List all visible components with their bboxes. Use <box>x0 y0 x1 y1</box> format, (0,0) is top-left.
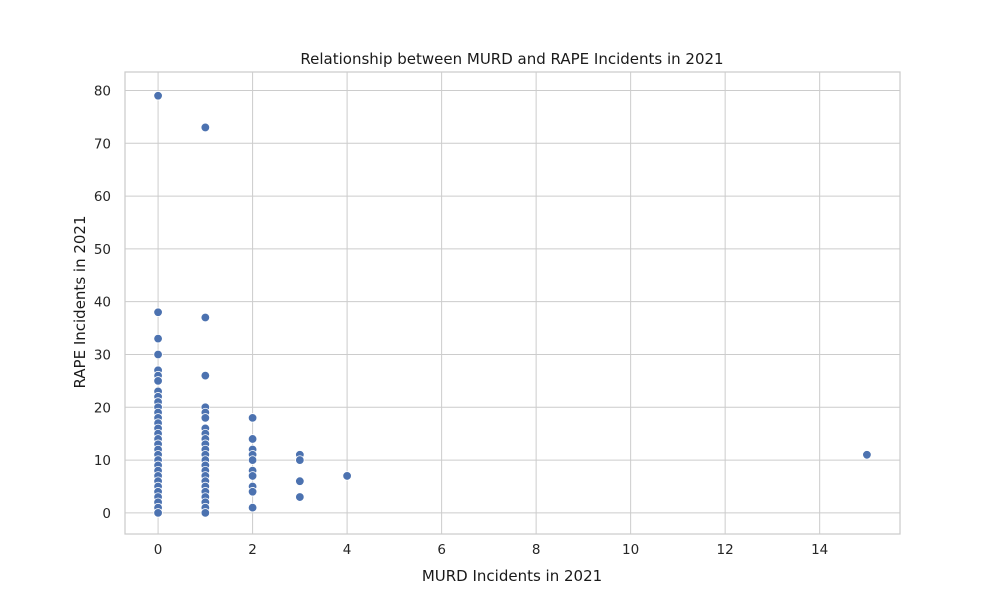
x-tick-label: 14 <box>811 542 828 558</box>
scatter-point <box>153 508 163 518</box>
scatter-point <box>295 476 305 486</box>
x-tick-label: 0 <box>154 542 163 558</box>
x-tick-label: 4 <box>343 542 352 558</box>
y-tick-label: 30 <box>94 347 111 363</box>
tick-labels: 0 2 4 6 8 10 12 14 0 10 20 30 40 50 60 70 80 <box>94 83 828 558</box>
x-tick-label: 6 <box>437 542 446 558</box>
scatter-point <box>200 370 211 381</box>
scatter-point <box>247 434 258 444</box>
y-tick-label: 60 <box>94 189 111 205</box>
scatter-point <box>153 333 163 344</box>
y-tick-label: 0 <box>102 506 111 522</box>
x-tick-label: 2 <box>248 542 257 558</box>
scatter-point <box>247 413 258 423</box>
x-tick-label: 10 <box>622 542 639 558</box>
x-tick-label: 12 <box>717 542 734 558</box>
y-tick-label: 70 <box>94 136 111 152</box>
y-tick-label: 40 <box>94 295 111 311</box>
y-tick-label: 20 <box>94 400 111 416</box>
scatter-point <box>153 91 163 101</box>
scatter-point <box>200 413 211 423</box>
scatter-point <box>200 508 211 518</box>
scatter-point <box>342 471 352 481</box>
data-points <box>153 91 872 518</box>
scatter-point <box>247 487 258 497</box>
scatter-point <box>862 450 872 460</box>
y-tick-label: 50 <box>94 242 111 258</box>
grid-lines <box>125 72 900 534</box>
scatter-point <box>295 455 305 465</box>
scatter-point <box>247 471 258 481</box>
scatter-point <box>200 312 211 323</box>
y-tick-label: 80 <box>94 83 111 99</box>
scatter-point <box>153 376 163 386</box>
scatter-point <box>153 307 163 317</box>
scatter-point <box>295 492 305 502</box>
plot-frame <box>124 71 901 535</box>
y-tick-label: 10 <box>94 453 111 469</box>
chart-title: Relationship between MURD and RAPE Incid… <box>300 50 723 68</box>
scatter-point <box>247 502 258 513</box>
y-axis-label: RAPE Incidents in 2021 <box>71 215 89 388</box>
x-axis-label: MURD Incidents in 2021 <box>422 567 602 585</box>
scatter-point <box>247 455 258 465</box>
x-tick-label: 8 <box>532 542 541 558</box>
scatter-point <box>200 122 211 133</box>
scatter-point <box>153 349 163 360</box>
